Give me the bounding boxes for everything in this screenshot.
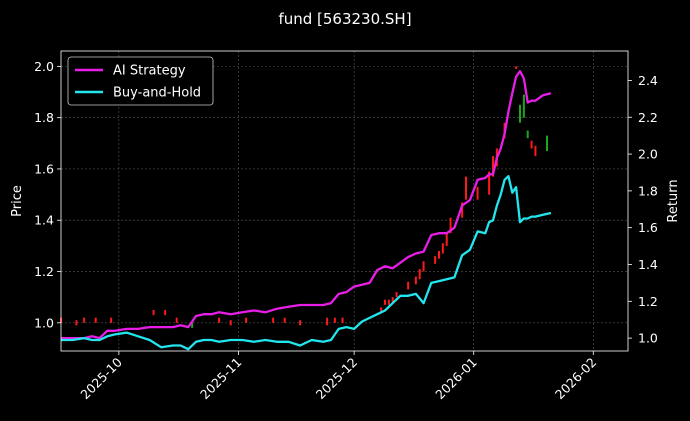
candle — [152, 309, 155, 316]
candle — [522, 94, 525, 118]
right-tick-label: 1.0 — [638, 331, 658, 346]
plot-frame — [60, 50, 629, 352]
candle — [414, 276, 417, 285]
candle — [534, 145, 537, 157]
candle — [175, 317, 178, 323]
candle — [341, 317, 344, 323]
left-tick-label: 1.0 — [34, 315, 54, 330]
candle — [83, 317, 86, 323]
candle — [395, 292, 398, 298]
candle — [245, 317, 248, 323]
candle — [434, 256, 437, 264]
chart-title: fund [563230.SH] — [278, 10, 411, 28]
candle — [94, 317, 97, 323]
candle — [380, 307, 383, 313]
series-line-buy-and-hold — [61, 175, 552, 351]
candle — [546, 135, 548, 151]
right-tick-label: 1.2 — [638, 294, 658, 309]
candle — [461, 202, 464, 218]
candle — [526, 130, 529, 139]
left-axis-label: Price — [10, 185, 25, 217]
candle — [492, 156, 494, 177]
left-tick-label: 2.0 — [34, 59, 54, 74]
candle — [391, 297, 394, 303]
legend-frame — [67, 56, 214, 106]
candle — [75, 320, 78, 326]
legend-label: Buy-and-Hold — [113, 86, 201, 101]
right-tick-label: 2.4 — [638, 73, 658, 88]
candle — [476, 186, 479, 200]
right-tick-label: 1.8 — [638, 183, 658, 198]
right-tick-label: 1.4 — [638, 257, 658, 272]
candle — [283, 317, 286, 323]
candle — [519, 104, 521, 123]
left-y-axis: 1.0 1.2 1.4 1.6 1.8 2.0 — [34, 59, 61, 330]
candle — [441, 243, 444, 254]
candle — [438, 251, 440, 259]
candle — [218, 317, 221, 323]
candle — [110, 317, 113, 323]
candle — [299, 320, 302, 326]
left-tick-label: 1.8 — [34, 110, 54, 125]
candle — [530, 140, 533, 149]
right-axis-label: Return — [666, 179, 681, 222]
legend-label: AI Strategy — [113, 64, 186, 79]
candle — [418, 268, 421, 280]
right-tick-label: 1.6 — [638, 220, 658, 235]
candle — [465, 176, 467, 200]
candle — [229, 320, 232, 326]
candle — [272, 317, 275, 323]
right-tick-label: 2.2 — [638, 110, 658, 125]
candle — [191, 322, 194, 328]
candle — [422, 261, 425, 272]
legend: AI Strategy Buy-and-Hold — [67, 56, 214, 106]
candle — [407, 281, 410, 290]
candle — [384, 299, 386, 305]
right-y-axis: 1.0 1.2 1.4 1.6 1.8 2.0 2.2 2.4 — [628, 73, 658, 346]
candle — [515, 66, 518, 69]
candle — [488, 171, 491, 195]
left-tick-label: 1.4 — [34, 213, 54, 228]
candle — [333, 317, 336, 323]
candle — [326, 317, 329, 326]
series-lines — [61, 70, 552, 351]
candle — [445, 233, 448, 246]
candle — [387, 299, 390, 305]
candle — [164, 309, 167, 316]
series-line-ai-strategy — [61, 70, 552, 340]
left-tick-label: 1.2 — [34, 264, 54, 279]
candle — [449, 217, 452, 234]
left-tick-label: 1.6 — [34, 161, 54, 176]
right-tick-label: 2.0 — [638, 147, 658, 162]
